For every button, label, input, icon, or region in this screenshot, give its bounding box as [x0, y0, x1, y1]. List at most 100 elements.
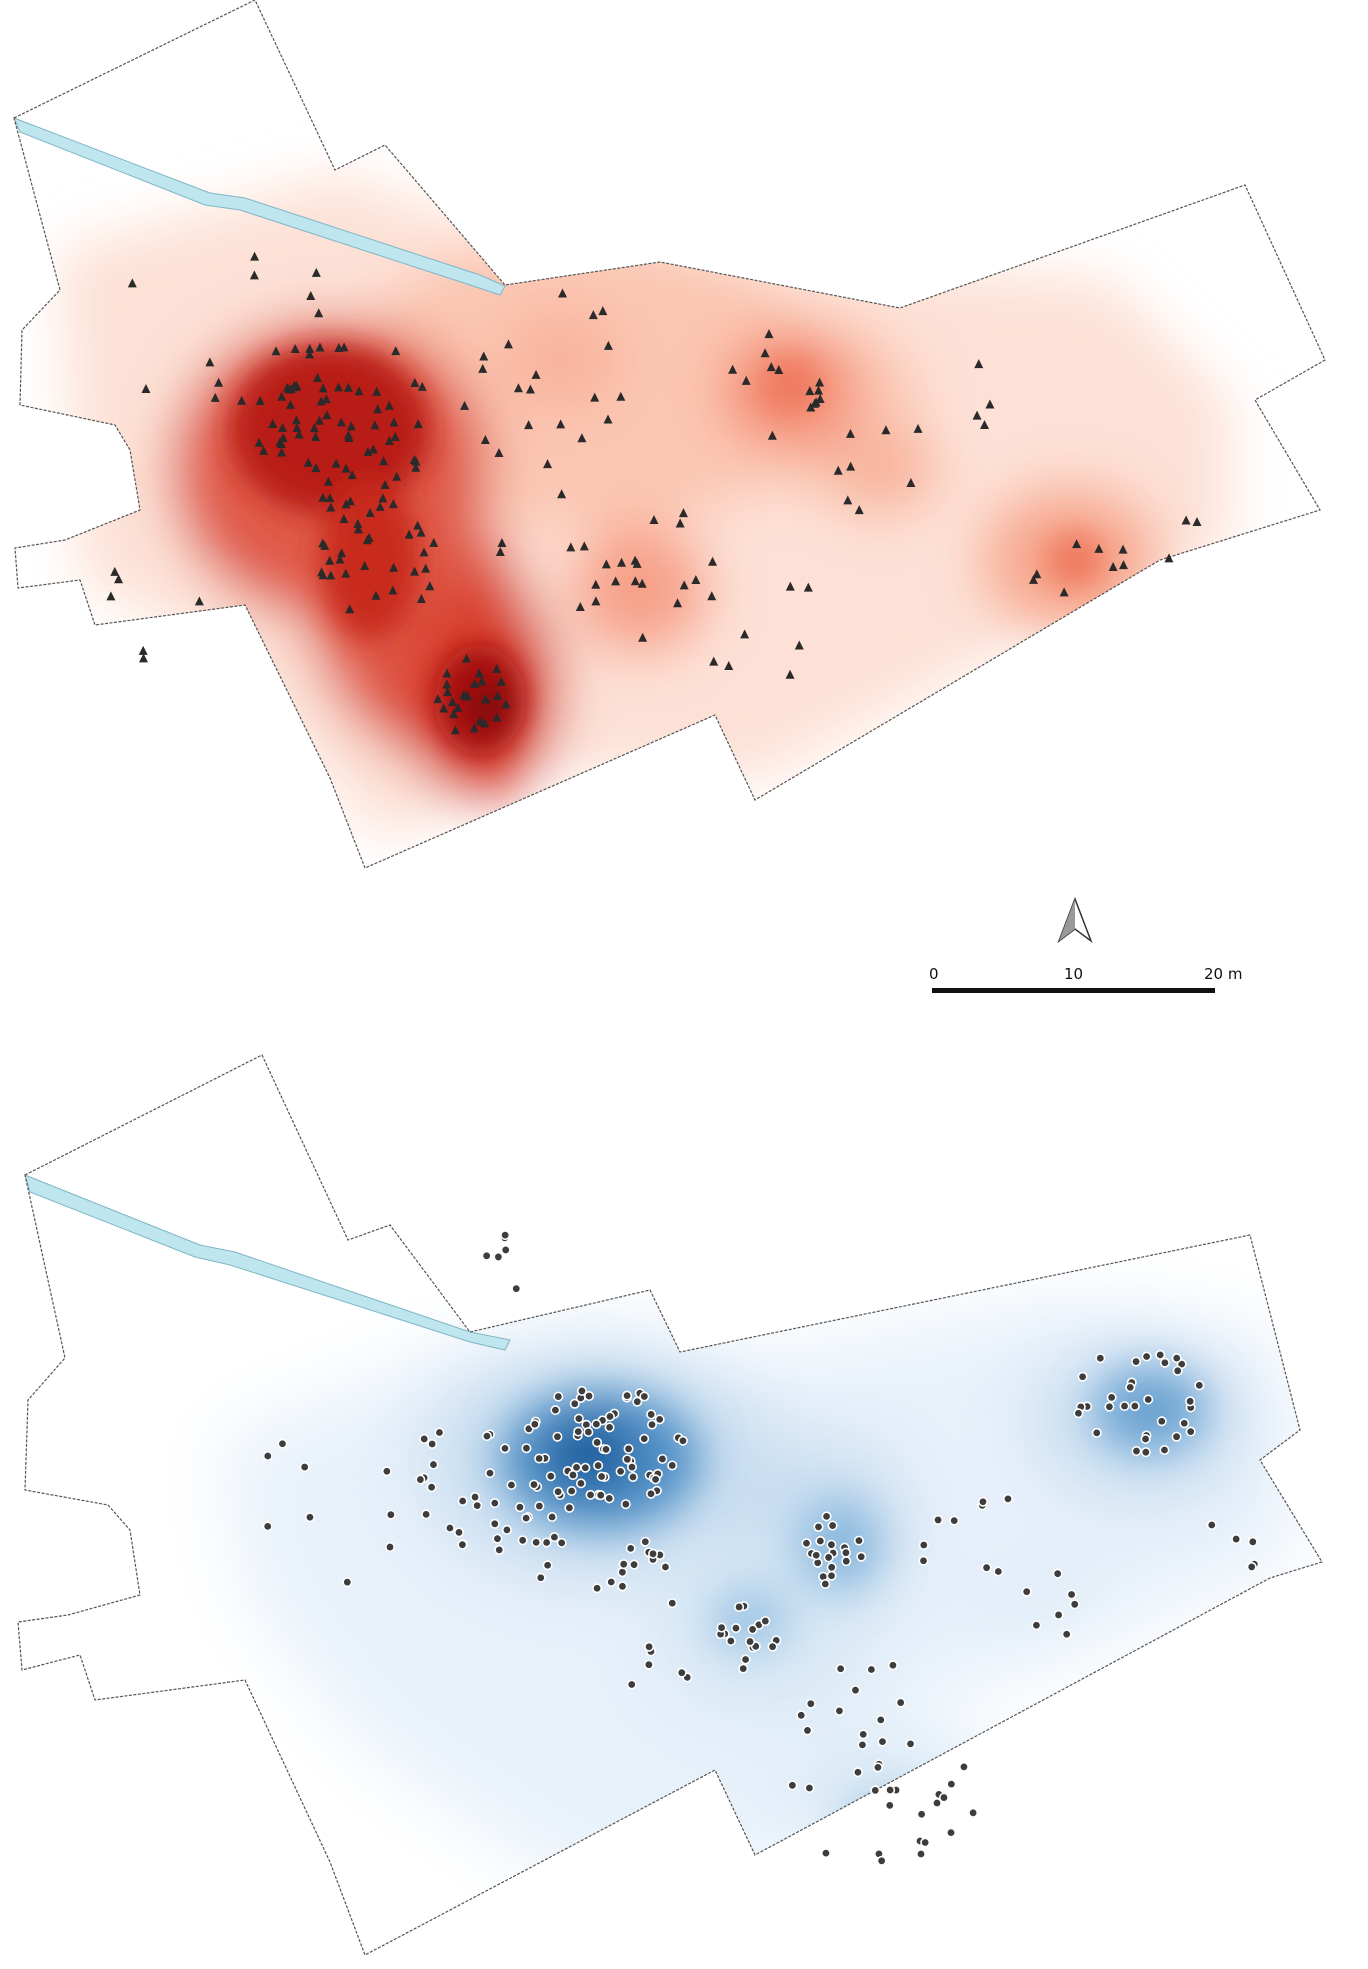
red-density-surface	[60, 175, 1230, 840]
circle-point	[1095, 1353, 1106, 1364]
triangle-point	[601, 559, 611, 569]
circle-point	[632, 1396, 643, 1407]
circle-point	[802, 1725, 813, 1736]
triangle-point	[603, 340, 613, 350]
triangle-point	[591, 579, 601, 589]
circle-point	[622, 1454, 633, 1465]
circle-point	[796, 1710, 807, 1721]
circle-point	[1002, 1493, 1013, 1504]
triangle-point	[678, 508, 688, 518]
triangle-point	[740, 629, 750, 639]
triangle-point	[290, 344, 300, 354]
triangle-point	[675, 518, 685, 528]
circle-point	[580, 1462, 591, 1473]
triangle-point	[691, 575, 701, 585]
triangle-point	[317, 567, 327, 577]
triangle-point	[774, 365, 784, 375]
circle-point	[787, 1780, 798, 1791]
triangle-point	[337, 548, 347, 558]
triangle-point	[311, 431, 321, 441]
triangle-point	[617, 557, 627, 567]
circle-point	[767, 1641, 778, 1652]
triangle-point	[442, 668, 452, 678]
circle-point	[916, 1848, 927, 1859]
circle-point	[1140, 1447, 1151, 1458]
circle-point	[622, 1390, 633, 1401]
triangle-point	[127, 278, 137, 288]
triangle-point	[1028, 574, 1038, 584]
triangle-point	[341, 568, 351, 578]
triangle-point	[278, 422, 288, 432]
circle-point	[1185, 1396, 1196, 1407]
triangle-point	[370, 420, 380, 430]
triangle-point	[292, 423, 302, 433]
circle-point	[734, 1601, 745, 1612]
circle-point	[381, 1466, 392, 1477]
circle-point	[484, 1468, 495, 1479]
triangle-point	[413, 419, 423, 429]
circle-point	[573, 1413, 584, 1424]
circle-point	[918, 1540, 929, 1551]
circle-point	[801, 1538, 812, 1549]
triangle-point	[707, 591, 717, 601]
triangle-point	[638, 632, 648, 642]
triangle-point	[741, 375, 751, 385]
triangle-point	[419, 547, 429, 557]
circle-point	[834, 1705, 845, 1716]
triangle-point	[254, 437, 264, 447]
circle-point	[457, 1495, 468, 1506]
red-density-map	[13, 0, 1326, 869]
triangle-point	[1118, 560, 1128, 570]
circle-point	[646, 1488, 657, 1499]
triangle-point	[679, 580, 689, 590]
circle-point	[1143, 1394, 1154, 1405]
circle-point	[593, 1460, 604, 1471]
circle-point	[627, 1472, 638, 1483]
circle-point	[453, 1527, 464, 1538]
triangle-point	[305, 349, 315, 359]
triangle-point	[630, 555, 640, 565]
circle-point	[644, 1641, 655, 1652]
circle-point	[489, 1498, 500, 1509]
circle-point	[500, 1230, 511, 1241]
triangle-point	[205, 357, 215, 367]
triangle-point	[380, 480, 390, 490]
circle-point	[648, 1548, 659, 1559]
triangle-point	[138, 653, 148, 663]
circle-point	[521, 1513, 532, 1524]
triangle-point	[1108, 562, 1118, 572]
circle-point	[623, 1443, 634, 1454]
circle-point	[1247, 1536, 1258, 1547]
triangle-point	[767, 430, 777, 440]
circle-point	[629, 1559, 640, 1570]
circle-point	[511, 1283, 522, 1294]
triangle-point	[603, 414, 613, 424]
triangle-point	[709, 656, 719, 666]
triangle-point	[354, 386, 364, 396]
circle-point	[489, 1518, 500, 1529]
circle-point	[1031, 1620, 1042, 1631]
circle-point	[426, 1482, 437, 1493]
triangle-point	[372, 386, 382, 396]
triangle-point	[577, 433, 587, 443]
triangle-point	[503, 339, 513, 349]
circle-point	[342, 1577, 353, 1588]
triangle-point	[439, 703, 449, 713]
circle-point	[567, 1470, 578, 1481]
circle-point	[1131, 1446, 1142, 1457]
triangle-point	[470, 678, 480, 688]
triangle-point	[341, 463, 351, 473]
circle-point	[745, 1636, 756, 1647]
circle-point	[804, 1782, 815, 1793]
circle-point	[850, 1685, 861, 1696]
triangle-point	[392, 471, 402, 481]
triangle-point	[785, 581, 795, 591]
circle-point	[977, 1496, 988, 1507]
circle-point	[1141, 1351, 1152, 1362]
circle-point	[1159, 1357, 1170, 1368]
circle-point	[730, 1623, 741, 1634]
circle-point	[457, 1539, 468, 1550]
circle-point	[517, 1535, 528, 1546]
triangle-point	[531, 369, 541, 379]
circle-point	[542, 1560, 553, 1571]
